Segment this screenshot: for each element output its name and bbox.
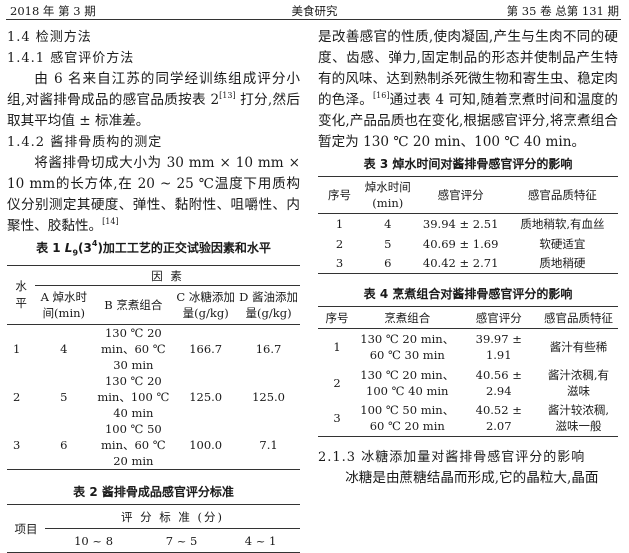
table-cell: 100 ℃ 50 min、60 ℃ 20 min — [92, 421, 175, 471]
table-cell: 39.94 ± 2.51 — [422, 216, 499, 231]
left-column: 1.4 检测方法 1.4.1 感官评价方法 由 6 名来自江苏的同学经训练组成评… — [7, 27, 300, 553]
table3-caption: 表 3 焯水时间对酱排骨感官评分的影响 — [363, 157, 573, 171]
section-heading: 1.4.2 酱排骨质构的测定 — [7, 135, 163, 150]
table-cell: 39.97 ± 1.91 — [475, 331, 522, 362]
table-cell: 130 ℃ 20 min、100 ℃ 40 min — [97, 374, 170, 421]
table-cell: C 冰糖添加量(g/kg) — [174, 285, 238, 326]
table-cell: 4 ~ 1 — [221, 528, 300, 553]
table-cell: 酱汁有些稀 — [549, 339, 608, 354]
section-heading: 1.4.1 感官评价方法 — [7, 51, 135, 66]
table-cell: 5 — [60, 390, 68, 405]
table-cell: 质地稍软,有血丝 — [520, 216, 605, 231]
table-cell: D 酱油添加量(g/kg) — [237, 285, 300, 326]
table-cell: 100.0 — [174, 421, 238, 471]
paragraph: 是改善感官的性质,使肉凝固,产生与生肉不同的硬度、齿感、弹力,固定制品的形态并使… — [318, 29, 618, 150]
header-journal: 美食研究 — [291, 4, 338, 18]
table-cell: 3 — [318, 253, 362, 274]
table-cell: 1 — [13, 342, 21, 357]
header-volume: 第 35 卷 总第 131 期 — [506, 4, 619, 18]
table-cell: 因 素 — [35, 265, 300, 287]
table-cell: 130 ℃ 20 min、60 ℃ 30 min — [360, 331, 455, 362]
table-row: 3 6 100 ℃ 50 min、60 ℃ 20 min 100.0 7.1 — [7, 421, 300, 471]
table2-caption: 表 2 酱排骨成品感官评分标准 — [73, 485, 234, 500]
table-cell: 软硬适宜 — [539, 236, 586, 251]
table4: 序号 烹煮组合 感官评分 感官品质特征 1 130 ℃ 20 min、60 ℃ 30 mi… — [318, 306, 618, 437]
section-heading: 2.1.3 冰糖添加量对酱排骨感官评分的影响 — [318, 450, 586, 465]
table-cell: 3 — [318, 400, 356, 437]
table-cell: 100 ℃ 50 min、60 ℃ 20 min — [355, 400, 459, 437]
table-cell: 40.56 ± 2.94 — [475, 367, 522, 398]
table-cell: 40.42 ± 2.71 — [414, 253, 507, 274]
table3: 序号 焯水时间(min) 感官评分 感官品质特征 1 4 39.94 ± 2.51 质地稍软,… — [318, 176, 618, 274]
table-header-row: 水平因 素 — [7, 265, 300, 326]
table-cell: 6 — [35, 421, 93, 471]
paragraph: 由 6 名来自江苏的同学经训练组成评分小组,对酱排骨成品的感官品质按表 2[13… — [7, 71, 300, 129]
table-cell: 感官评分 — [458, 306, 539, 329]
table-row: 1 4 130 ℃ 20 min、60 ℃ 30 min 166.7 16.7 — [7, 325, 300, 374]
table-row: 1 4 39.94 ± 2.51 质地稍软,有血丝 — [318, 214, 618, 234]
table-cell: 1 — [335, 216, 344, 231]
table-row: 2 5 40.69 ± 1.69 软硬适宜 — [318, 234, 618, 254]
table4-caption: 表 4 烹煮组合对酱排骨感官评分的影响 — [363, 287, 573, 301]
paragraph: 将酱排骨切成大小为 30 mm × 10 mm × 10 mm的长方体,在 20… — [7, 155, 300, 234]
table-cell: 酱汁较浓稠,滋味一般 — [538, 400, 618, 437]
right-column: 是改善感官的性质,使肉凝固,产生与生肉不同的硬度、齿感、弹力,固定制品的形态并使… — [318, 27, 618, 489]
table-cell: A 焯水时间(min) — [35, 285, 93, 326]
table-header-row: 序号 焯水时间(min) 感官评分 感官品质特征 — [318, 176, 618, 214]
table-cell: 烹煮组合 — [355, 306, 459, 329]
table-cell: 4 — [384, 216, 392, 231]
table-cell: 酱汁浓稠,有滋味 — [547, 367, 610, 398]
table-cell: 感官品质特征 — [538, 306, 618, 329]
table-cell: 项目 — [7, 504, 45, 553]
table-cell: 40.52 ± 2.07 — [458, 400, 539, 437]
table-cell: 6 — [361, 253, 415, 274]
table-cell: 2 — [335, 236, 344, 251]
table-cell: 40.69 ± 1.69 — [422, 236, 499, 251]
table-cell: 水平 — [7, 265, 36, 326]
table-cell: 1 — [333, 339, 341, 354]
table-cell: B 烹煮组合 — [92, 285, 175, 326]
table-cell: 10 ~ 8 — [45, 528, 143, 553]
table-row: 1 130 ℃ 20 min、60 ℃ 30 min 39.97 ± 1.91 酱汁有… — [318, 329, 618, 365]
table-cell: 7.1 — [237, 421, 300, 471]
header-issue: 2018 年 第 3 期 — [10, 4, 96, 18]
paragraph: 冰糖是由蔗糖结晶而形成,它的晶粒大,晶面 — [345, 470, 599, 486]
table-cell: 7 ~ 5 — [142, 528, 222, 553]
table-cell: 序号 — [318, 176, 362, 214]
table-cell: 166.7 — [189, 342, 223, 357]
table-header-row: A 焯水时间(min) B 烹煮组合 C 冰糖添加量(g/kg) D 酱油添加量(g/… — [7, 285, 300, 326]
table-cell: 125.0 — [189, 390, 223, 405]
table-cell: 4 — [60, 342, 68, 357]
table-cell: 感官品质特征 — [506, 176, 618, 214]
table-cell: 3 — [7, 421, 36, 471]
table-cell: 130 ℃ 20 min、60 ℃ 30 min — [101, 326, 166, 373]
table-cell: 2 — [13, 390, 21, 405]
table-cell: 感官评分 — [414, 176, 507, 214]
table-row: 2 5 130 ℃ 20 min、100 ℃ 40 min 125.0 125.0 — [7, 373, 300, 421]
table-cell: 序号 — [318, 306, 356, 329]
table-header-row: 项目评 分 标 准 (分) — [7, 504, 300, 553]
section-heading: 1.4 检测方法 — [7, 30, 92, 45]
table-cell: 焯水时间(min) — [361, 176, 415, 214]
table-header-row: 序号 烹煮组合 感官评分 感官品质特征 — [318, 306, 618, 329]
table-row: 2 130 ℃ 20 min、100 ℃ 40 min 40.56 ± 2.94 酱汁… — [318, 365, 618, 401]
table-cell: 2 — [333, 375, 341, 390]
table-cell: 125.0 — [252, 390, 286, 405]
table-cell: 130 ℃ 20 min、100 ℃ 40 min — [360, 367, 455, 398]
table-row: 3 6 40.42 ± 2.71 质地稍硬 — [318, 253, 618, 274]
table1-caption: 表 1 L9(34)加工工艺的正交试验因素和水平 — [36, 239, 271, 258]
table-cell: 16.7 — [255, 342, 282, 357]
table-cell: 评 分 标 准 (分) — [45, 504, 300, 530]
header-rule — [6, 19, 621, 20]
table-row: 3 100 ℃ 50 min、60 ℃ 20 min 40.52 ± 2.07 酱汁较… — [318, 400, 618, 437]
table-cell: 质地稍硬 — [506, 253, 618, 274]
table-cell: 5 — [384, 236, 392, 251]
